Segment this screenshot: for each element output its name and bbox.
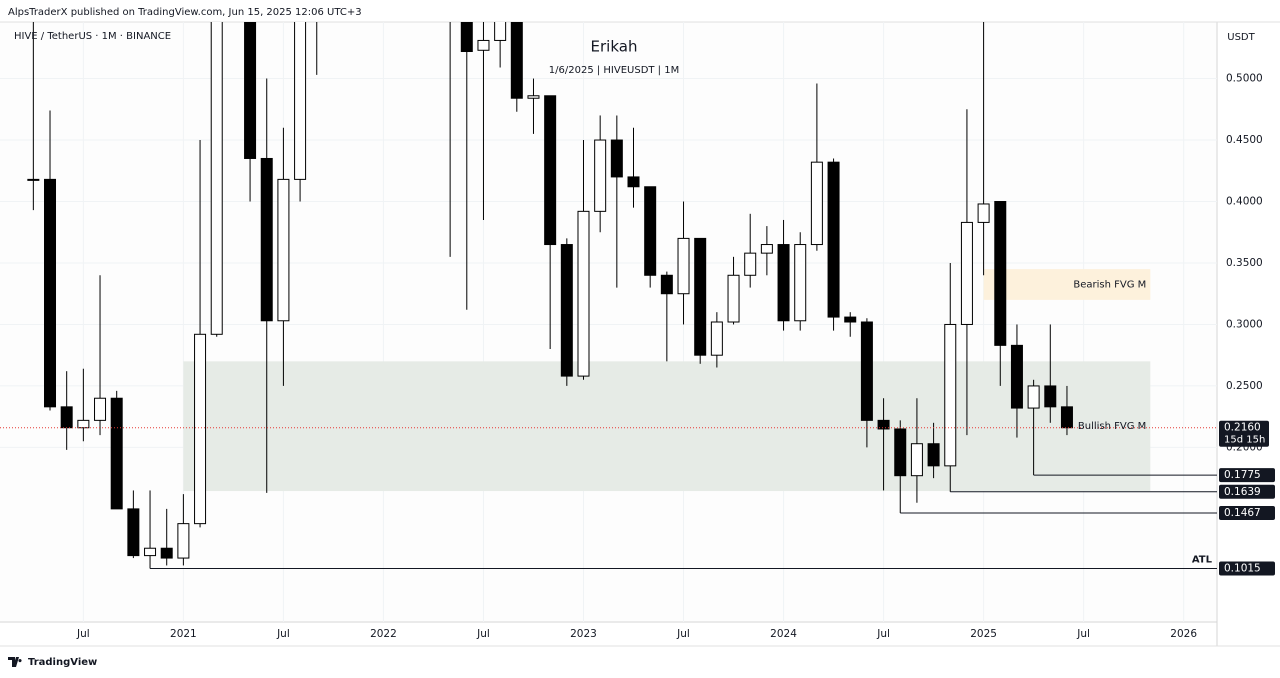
candle-body — [60, 406, 73, 429]
candle-body — [660, 274, 673, 295]
level-label-bg — [1219, 468, 1275, 483]
candle-body — [827, 161, 840, 318]
candle-body — [744, 252, 757, 276]
candle-body — [794, 244, 807, 322]
candle-body — [927, 443, 940, 467]
candle-body — [877, 419, 890, 430]
x-tick-label: 2024 — [770, 628, 797, 640]
candle-body — [194, 333, 207, 525]
symbol: HIVE / TetherUS · 1M · BINANCE — [14, 31, 171, 42]
candle-body — [1010, 344, 1023, 409]
candle-body — [110, 397, 123, 510]
x-tick-label: Jul — [876, 628, 890, 640]
candle-body — [460, 22, 473, 53]
zones — [183, 269, 1151, 492]
candle-body — [994, 201, 1007, 346]
candle-body — [894, 428, 907, 477]
published: AlpsTraderX published on TradingView.com… — [8, 7, 362, 18]
candle-body — [94, 397, 107, 421]
candle-body — [594, 139, 607, 212]
x-tick-label: Jul — [76, 628, 90, 640]
x-tick-label: 2022 — [370, 628, 397, 640]
candle-body — [627, 176, 640, 188]
x-tick-label: Jul — [476, 628, 490, 640]
candle-body — [144, 547, 157, 557]
last-price-bg — [1219, 420, 1269, 447]
candle-body — [1027, 385, 1040, 409]
x-tick-label: 2026 — [1170, 628, 1197, 640]
candle-body — [210, 22, 223, 335]
candle-body — [694, 237, 707, 356]
candle-body — [160, 547, 173, 559]
candle-body — [1060, 406, 1073, 429]
x-tick-label: Jul — [676, 628, 690, 640]
candle-body — [960, 221, 973, 325]
candle-body — [1044, 385, 1057, 408]
y-tick-label: 0.3500 — [1226, 257, 1263, 269]
candle-body — [910, 443, 923, 477]
brand-logo — [8, 657, 22, 667]
candle-body — [477, 39, 490, 51]
level-label: 0.1639 — [1224, 486, 1261, 498]
y-tick-label: 0.4000 — [1226, 196, 1263, 208]
candle-body — [710, 321, 723, 356]
candle-body — [544, 95, 557, 246]
candle-body — [844, 316, 857, 323]
y-tick-label: 0.5000 — [1226, 73, 1263, 85]
candle-body — [610, 139, 623, 178]
level-label-bg — [1219, 561, 1275, 576]
level-note: ATL — [1192, 555, 1213, 566]
x-tick-label: 2025 — [970, 628, 997, 640]
x-tick-label: 2021 — [170, 628, 197, 640]
candle-body — [527, 95, 540, 99]
countdown: 15d 15h — [1224, 435, 1265, 446]
candle-body — [777, 244, 790, 322]
candle-body — [294, 22, 307, 180]
fvg-zone — [183, 361, 1151, 492]
y-tick-label: 0.2500 — [1226, 380, 1263, 392]
candle-body — [577, 210, 590, 377]
level-label: 0.1467 — [1224, 507, 1261, 519]
candle-body — [77, 419, 90, 429]
candle-body — [44, 178, 57, 408]
level-label-bg — [1219, 484, 1275, 499]
candle-body — [277, 178, 290, 322]
y-axis-label: USDT — [1227, 32, 1255, 43]
zone-label: Bullish FVG M — [1078, 421, 1146, 432]
y-tick-label: 0.4500 — [1226, 134, 1263, 146]
chart-subtitle: 1/6/2025 | HIVEUSDT | 1M — [549, 65, 679, 76]
level-label: 0.1015 — [1224, 563, 1261, 575]
candle-body — [810, 161, 823, 246]
overlays: 0.20000.25000.30000.35000.40000.45000.50… — [76, 73, 1275, 640]
y-tick-label: 0.3000 — [1226, 318, 1263, 330]
level-label: 0.1775 — [1224, 469, 1261, 481]
candle-body — [27, 178, 40, 181]
candle-body — [860, 321, 873, 421]
candle-body — [727, 274, 740, 323]
brand: TradingView — [28, 657, 97, 668]
candle-body — [944, 323, 957, 467]
candle-body — [644, 186, 657, 276]
candle-body — [760, 244, 773, 254]
grid — [0, 22, 1217, 622]
candle-body — [260, 157, 273, 322]
last-price-label: 0.2160 — [1224, 422, 1261, 434]
zone-label: Bearish FVG M — [1073, 280, 1146, 291]
candle-body — [510, 22, 523, 99]
candle-body — [977, 203, 990, 223]
candle-body — [127, 508, 140, 557]
fvg-zone — [983, 269, 1151, 300]
x-tick-label: Jul — [276, 628, 290, 640]
candle-body — [244, 22, 257, 159]
x-tick-label: Jul — [1076, 628, 1090, 640]
chart-title: Erikah — [591, 38, 638, 56]
candle-body — [177, 523, 190, 559]
candles — [0, 22, 1217, 569]
level-label-bg — [1219, 505, 1275, 520]
candle-body — [494, 22, 507, 41]
candle-body — [677, 237, 690, 295]
x-tick-label: 2023 — [570, 628, 597, 640]
candle-body — [560, 244, 573, 377]
